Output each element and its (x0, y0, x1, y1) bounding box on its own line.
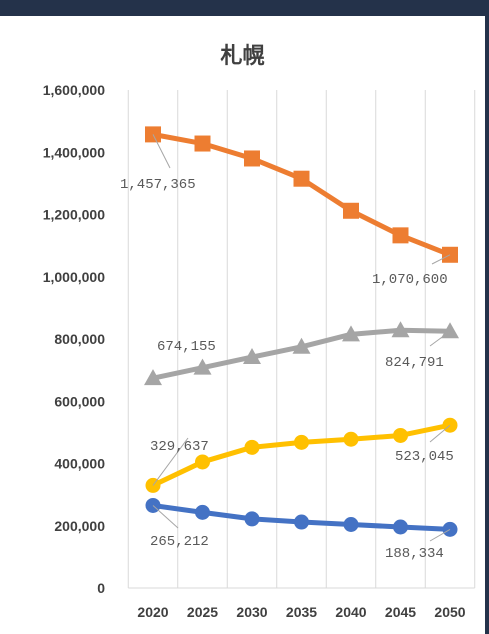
x-tick-label: 2050 (434, 604, 465, 620)
chart-area: 札幌 (0, 16, 489, 634)
y-tick-label: 200,000 (54, 518, 105, 534)
x-tick-label: 2045 (385, 604, 416, 620)
data-point-circle (244, 511, 260, 527)
data-label-leader (431, 254, 451, 265)
data-point-triangle (193, 358, 212, 375)
y-tick-label: 800,000 (54, 331, 105, 347)
data-point-triangle (243, 348, 261, 365)
data-point-circle (195, 504, 210, 520)
data-label: 265,212 (150, 534, 209, 550)
y-axis: 0 200,000 400,000 600,000 800,000 1,000,000 1,… (43, 82, 106, 596)
data-point-circle (294, 514, 309, 530)
y-tick-label: 600,000 (54, 393, 105, 409)
data-point-circle (343, 517, 359, 533)
x-tick-label: 2030 (236, 604, 267, 620)
data-point-triangle (144, 369, 162, 386)
data-label-leader (152, 134, 171, 169)
data-labels: 1,457,365 1,070,600 674,155 824,791 329,637 5… (120, 134, 454, 562)
y-tick-label: 1,400,000 (43, 144, 105, 160)
y-tick-label: 0 (97, 580, 105, 596)
x-tick-label: 2035 (286, 604, 317, 620)
y-tick-label: 1,200,000 (43, 207, 105, 223)
data-label-leader (152, 505, 179, 529)
y-tick-label: 400,000 (54, 456, 105, 472)
x-tick-label: 2020 (137, 604, 168, 620)
data-point-circle (195, 454, 210, 470)
data-label: 329,637 (150, 439, 209, 455)
data-label: 824,791 (385, 355, 444, 371)
data-label: 1,070,600 (372, 272, 448, 288)
chart-title: 札幌 (220, 44, 265, 69)
data-label: 523,045 (395, 449, 454, 465)
data-point-triangle (292, 337, 311, 354)
data-label-leader (429, 330, 451, 347)
data-point-circle (294, 434, 309, 450)
data-label-leader (152, 437, 189, 486)
data-point-triangle (342, 325, 360, 342)
data-point-circle (393, 519, 408, 535)
data-point-square (343, 202, 359, 219)
data-label: 1,457,365 (120, 177, 196, 193)
data-label-leader (429, 528, 451, 542)
data-point-square (194, 135, 211, 152)
data-point-circle (343, 431, 359, 447)
x-tick-label: 2025 (187, 604, 218, 620)
data-point-circle (244, 439, 260, 455)
data-point-square (244, 150, 260, 167)
data-point-square (392, 227, 409, 244)
x-tick-label: 2040 (335, 604, 366, 620)
y-tick-label: 1,600,000 (43, 82, 105, 98)
data-point-circle (393, 427, 408, 443)
data-point-triangle (391, 321, 410, 338)
data-label: 674,155 (157, 339, 216, 355)
grid-lines (127, 90, 476, 589)
data-point-square (293, 170, 310, 187)
data-label: 188,334 (385, 546, 444, 562)
y-tick-label: 1,000,000 (43, 269, 105, 285)
data-label-leader (429, 424, 451, 443)
x-axis: 2020 2025 2030 2035 2040 2045 2050 (137, 604, 465, 620)
